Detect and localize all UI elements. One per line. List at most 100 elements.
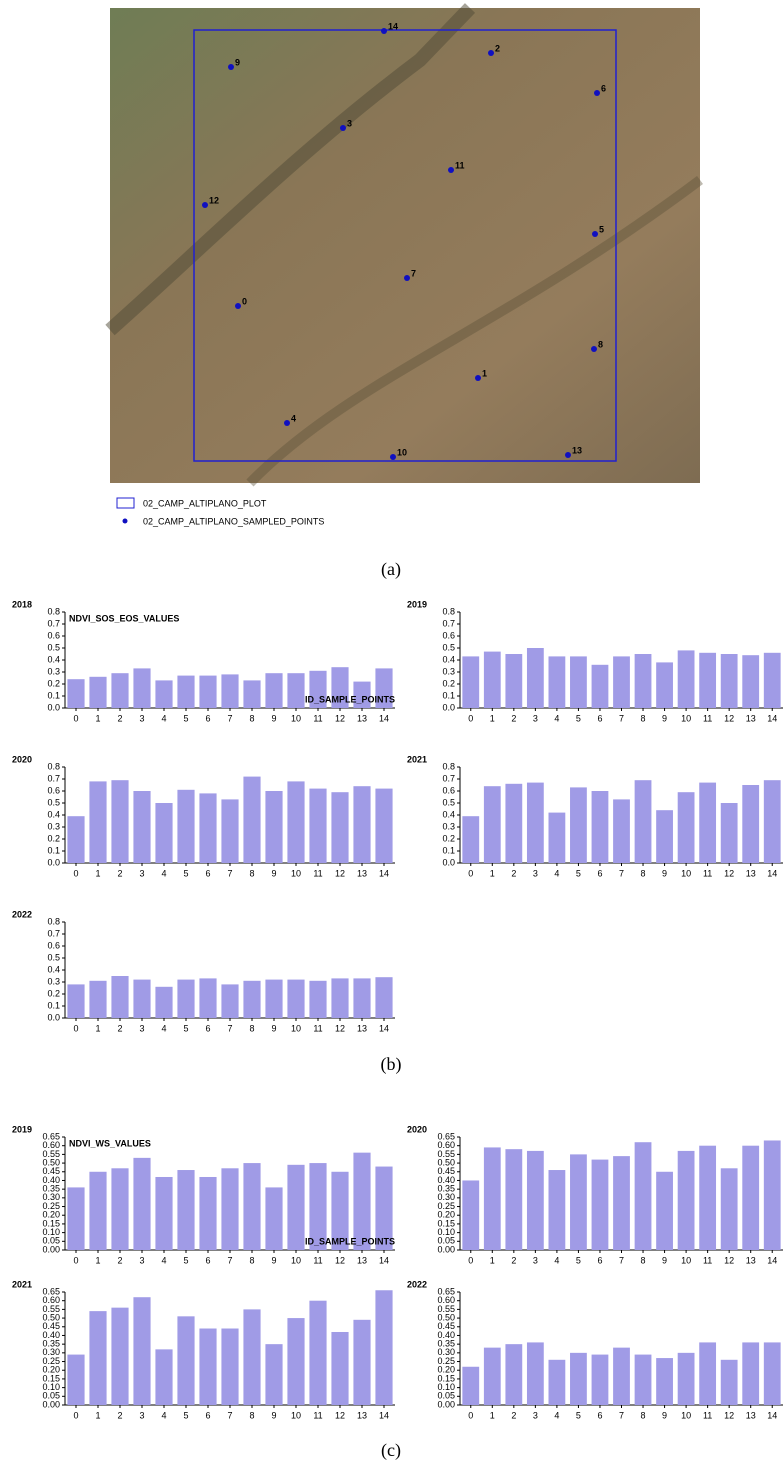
- chart-title: 2022: [12, 909, 32, 919]
- bar: [505, 654, 523, 708]
- y-tick-label: 0.4: [442, 654, 455, 664]
- bar: [375, 977, 393, 1018]
- bar: [613, 1156, 630, 1250]
- bar: [309, 980, 327, 1018]
- x-tick-label: 1: [490, 1410, 495, 1420]
- y-tick-label: 0.65: [437, 1286, 455, 1296]
- panel-label: (c): [381, 1440, 401, 1461]
- bar: [526, 1342, 544, 1405]
- bar: [699, 652, 717, 708]
- plot-boundary: [193, 29, 617, 462]
- bar: [221, 799, 239, 863]
- y-tick-label: 0.30: [42, 1192, 60, 1202]
- point-label: 0: [242, 296, 247, 306]
- bar: [570, 656, 587, 708]
- sample-point: [448, 167, 454, 173]
- x-tick-label: 9: [271, 713, 276, 723]
- x-tick-label: 2: [117, 1023, 122, 1033]
- x-tick-label: 4: [554, 1410, 559, 1420]
- y-tick-label: 0.5: [47, 952, 60, 962]
- bar: [742, 655, 760, 708]
- bar: [199, 978, 217, 1018]
- x-tick-label: 1: [490, 713, 495, 723]
- x-tick-label: 5: [183, 1255, 188, 1265]
- y-tick-label: 0.25: [42, 1356, 60, 1366]
- x-tick-label: 2: [511, 713, 516, 723]
- x-tick-label: 13: [357, 1023, 367, 1033]
- bar: [331, 1331, 349, 1405]
- x-tick-label: 14: [379, 1255, 389, 1265]
- bar: [243, 1309, 261, 1405]
- point-label: 5: [599, 224, 604, 234]
- x-tick-label: 10: [681, 1255, 691, 1265]
- y-tick-label: 0.00: [437, 1244, 455, 1254]
- y-tick-label: 0.05: [42, 1391, 60, 1401]
- y-tick-label: 0.50: [437, 1312, 455, 1322]
- x-tick-label: 0: [468, 713, 473, 723]
- bar: [243, 680, 261, 708]
- y-tick-label: 0.0: [47, 702, 60, 712]
- x-tick-label: 12: [335, 1023, 345, 1033]
- x-tick-label: 7: [227, 1410, 232, 1420]
- x-tick-label: 12: [335, 713, 345, 723]
- bar: [353, 681, 371, 708]
- x-tick-label: 12: [335, 1410, 345, 1420]
- bar: [505, 783, 523, 863]
- x-tick-label: 8: [249, 713, 254, 723]
- y-tick-label: 0.05: [437, 1236, 455, 1246]
- x-tick-label: 10: [291, 713, 301, 723]
- bar: [526, 1150, 544, 1250]
- x-tick-label: 13: [357, 868, 367, 878]
- x-tick-label: 6: [205, 868, 210, 878]
- y-tick-label: 0.7: [442, 618, 455, 628]
- y-tick-label: 0.10: [437, 1227, 455, 1237]
- y-tick-label: 0.0: [442, 857, 455, 867]
- x-tick-label: 10: [291, 1410, 301, 1420]
- bar: [89, 1311, 107, 1405]
- bar: [634, 1142, 652, 1250]
- x-axis-label: ID_SAMPLE_POINTS: [305, 694, 395, 704]
- y-tick-label: 0.3: [47, 666, 60, 676]
- y-tick-label: 0.30: [42, 1347, 60, 1357]
- bar: [634, 1354, 652, 1405]
- x-tick-label: 12: [724, 868, 734, 878]
- x-tick-label: 1: [95, 1410, 100, 1420]
- bar: [677, 792, 695, 863]
- bar: [591, 1354, 609, 1405]
- x-tick-label: 2: [117, 713, 122, 723]
- y-tick-label: 0.55: [42, 1149, 60, 1159]
- x-tick-label: 13: [746, 868, 756, 878]
- sample-point: [390, 454, 396, 460]
- bar: [155, 1349, 173, 1405]
- y-tick-label: 0.25: [437, 1356, 455, 1366]
- x-tick-label: 7: [227, 713, 232, 723]
- x-tick-label: 3: [139, 1255, 144, 1265]
- y-tick-label: 0.3: [442, 666, 455, 676]
- bar: [265, 1344, 283, 1405]
- x-tick-label: 4: [554, 1255, 559, 1265]
- x-tick-label: 3: [139, 1410, 144, 1420]
- bar: [548, 812, 566, 863]
- bar: [570, 787, 587, 863]
- bar: [177, 675, 195, 708]
- bar: [67, 984, 85, 1018]
- y-tick-label: 0.30: [437, 1347, 455, 1357]
- point-label: 2: [495, 43, 500, 53]
- x-tick-label: 11: [703, 1255, 712, 1265]
- y-tick-label: 0.5: [442, 797, 455, 807]
- x-tick-label: 3: [533, 1410, 538, 1420]
- bar: [89, 1171, 107, 1250]
- bar: [699, 1145, 717, 1250]
- bar: [462, 656, 480, 708]
- x-tick-label: 3: [139, 868, 144, 878]
- point-label: 12: [209, 195, 219, 205]
- bar: [155, 986, 173, 1018]
- point-label: 3: [347, 118, 352, 128]
- x-tick-label: 10: [291, 1255, 301, 1265]
- y-tick-label: 0.20: [42, 1210, 60, 1220]
- y-tick-label: 0.50: [42, 1157, 60, 1167]
- x-tick-label: 14: [379, 1410, 389, 1420]
- sample-point: [228, 64, 234, 70]
- sample-point: [381, 28, 387, 34]
- point-label: 1: [482, 368, 487, 378]
